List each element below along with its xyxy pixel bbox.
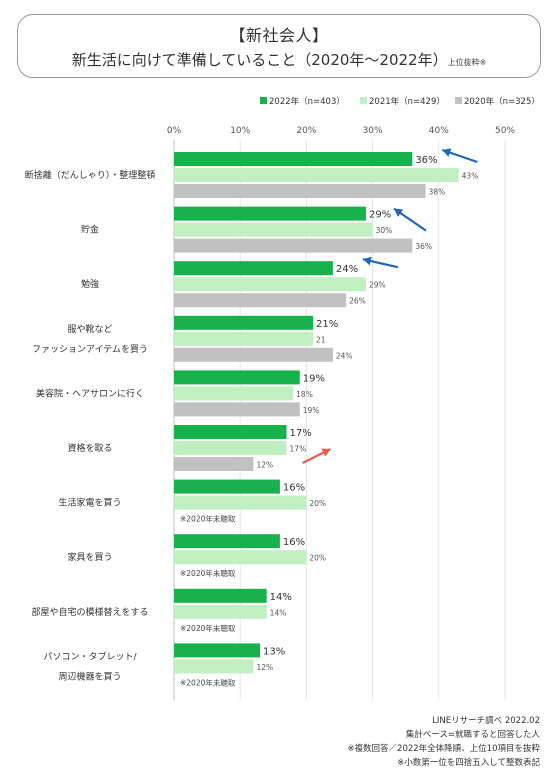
bar-2021 bbox=[174, 659, 254, 674]
bar-2022 bbox=[174, 588, 267, 603]
category-label: 生活家電を買う bbox=[58, 497, 121, 509]
bar-2022 bbox=[174, 479, 280, 494]
data-label-2022: 16% bbox=[283, 483, 305, 494]
bar-2021 bbox=[174, 604, 267, 619]
data-label-2022: 13% bbox=[263, 646, 285, 657]
legend-swatch-2020 bbox=[455, 97, 462, 104]
not-surveyed-note: ※2020年未聴取 bbox=[180, 623, 236, 633]
category-label: ファッションアイテムを買う bbox=[32, 344, 148, 355]
bar-2021 bbox=[174, 168, 459, 182]
category-label: パソコン・タブレット/ bbox=[43, 650, 137, 662]
data-label-2022: 19% bbox=[303, 373, 325, 384]
bar-2022 bbox=[174, 425, 287, 439]
bar-2021 bbox=[174, 277, 366, 292]
bar-2020 bbox=[174, 293, 347, 308]
x-tick-label: 50% bbox=[495, 126, 515, 136]
bar-2022 bbox=[174, 534, 280, 549]
data-label-2022: 14% bbox=[270, 592, 292, 603]
bar-2020 bbox=[174, 347, 333, 362]
chart-subtitle: 新生活に向けて準備していること（2020年〜2022年）上位抜粋※ bbox=[18, 49, 540, 70]
chart-title: 【新社会人】 bbox=[229, 26, 329, 45]
x-tick-label: 30% bbox=[363, 126, 383, 136]
data-label-2021: 43% bbox=[462, 172, 479, 181]
bar-2021 bbox=[174, 550, 307, 565]
category-label: 貯金 bbox=[81, 224, 99, 236]
bar-2022 bbox=[174, 643, 261, 658]
category-label: 服や靴など bbox=[67, 323, 112, 335]
not-surveyed-note: ※2020年未聴取 bbox=[180, 677, 236, 687]
bar-2021 bbox=[174, 222, 373, 237]
footer-source: LINEリサーチ調べ 2022.02 bbox=[432, 716, 540, 726]
category-label: 断捨離（だんしゃり）・整理整頓 bbox=[25, 169, 156, 181]
bar-2020 bbox=[174, 184, 426, 198]
category-label: 美容院・ヘアサロンに行く bbox=[36, 387, 144, 399]
trend-arrow-head bbox=[321, 448, 331, 457]
bar-2022 bbox=[174, 152, 413, 166]
data-label-2021: 14% bbox=[270, 608, 287, 617]
data-label-2020: 24% bbox=[336, 351, 353, 360]
category-label: 周辺機器を買う bbox=[58, 670, 121, 682]
data-label-2021: 20% bbox=[309, 499, 326, 508]
x-tick-label: 10% bbox=[230, 126, 250, 136]
not-surveyed-note: ※2020年未聴取 bbox=[180, 514, 236, 524]
data-label-2021: 20% bbox=[309, 554, 326, 563]
bar-2020 bbox=[174, 457, 254, 471]
footer-note-1: ※複数回答／2022年全体降順、上位10項目を抜粋 bbox=[347, 744, 540, 754]
legend-swatch-2021 bbox=[360, 97, 367, 104]
data-label-2021: 21 bbox=[316, 335, 326, 344]
bar-2020 bbox=[174, 238, 413, 253]
category-label: 勉強 bbox=[81, 278, 99, 290]
data-label-2020: 26% bbox=[349, 297, 366, 306]
bar-2020 bbox=[174, 402, 300, 417]
chart-subtitle-text: 新生活に向けて準備していること（2020年〜2022年） bbox=[71, 51, 448, 69]
legend-label-2022: 2022年（n=403） bbox=[269, 96, 345, 107]
data-label-2022: 36% bbox=[415, 155, 437, 166]
category-label: 家具を買う bbox=[67, 551, 112, 563]
x-tick-label: 40% bbox=[429, 126, 449, 136]
bar-2021 bbox=[174, 331, 314, 346]
data-label-2020: 36% bbox=[415, 242, 432, 251]
trend-arrow-head bbox=[393, 208, 404, 217]
bar-2021 bbox=[174, 386, 294, 401]
bar-2022 bbox=[174, 370, 300, 385]
footer-base: 集計ベース=就職すると回答した人 bbox=[405, 730, 540, 740]
data-label-2022: 24% bbox=[336, 264, 358, 275]
trend-arrow-head bbox=[362, 256, 372, 266]
bar-2021 bbox=[174, 495, 307, 510]
legend-swatch-2022 bbox=[260, 97, 267, 104]
not-surveyed-note: ※2020年未聴取 bbox=[180, 568, 236, 578]
bar-2022 bbox=[174, 315, 314, 330]
bar-2022 bbox=[174, 261, 333, 276]
data-label-2021: 18% bbox=[296, 390, 313, 399]
data-label-2021: 30% bbox=[376, 226, 393, 235]
data-label-2021: 12% bbox=[256, 663, 273, 672]
data-label-2020: 19% bbox=[303, 406, 320, 415]
legend-label-2020: 2020年（n=325） bbox=[464, 96, 540, 107]
data-label-2021: 29% bbox=[369, 281, 386, 290]
data-label-2022: 17% bbox=[290, 428, 312, 439]
data-label-2020: 38% bbox=[429, 188, 446, 197]
category-label: 資格を取る bbox=[67, 442, 112, 454]
trend-arrow-head bbox=[442, 148, 452, 157]
footer-note-2: ※小数第一位を四捨五入して整数表記 bbox=[397, 758, 540, 768]
bar-2022 bbox=[174, 206, 366, 221]
data-label-2022: 16% bbox=[283, 537, 305, 548]
chart-title-box: 【新社会人】 新生活に向けて準備していること（2020年〜2022年）上位抜粋※ bbox=[17, 14, 541, 78]
data-label-2021: 17% bbox=[290, 445, 307, 454]
category-label: 部屋や自宅の模様替えをする bbox=[31, 606, 148, 618]
data-label-2022: 29% bbox=[369, 210, 391, 221]
chart-subtitle-note: 上位抜粋※ bbox=[447, 58, 487, 67]
data-label-2020: 12% bbox=[256, 461, 273, 470]
data-label-2022: 21% bbox=[316, 319, 338, 330]
bar-2021 bbox=[174, 441, 287, 455]
x-tick-label: 0% bbox=[167, 126, 182, 136]
legend-label-2021: 2021年（n=429） bbox=[369, 96, 445, 107]
x-tick-label: 20% bbox=[296, 126, 316, 136]
